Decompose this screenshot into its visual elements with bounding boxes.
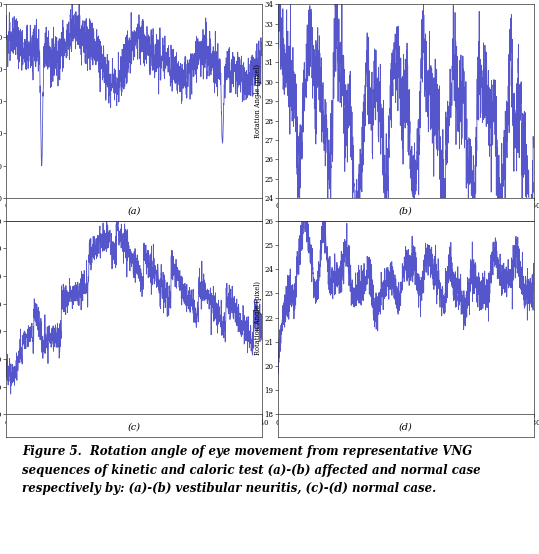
Text: (d): (d) — [399, 423, 412, 432]
X-axis label: Time (s): Time (s) — [390, 428, 421, 436]
Y-axis label: Rotation Angle (pixel): Rotation Angle (pixel) — [254, 64, 262, 138]
X-axis label: Time (s): Time (s) — [390, 212, 421, 219]
Text: (a): (a) — [128, 206, 141, 215]
Y-axis label: Rotation Angle (pixel): Rotation Angle (pixel) — [254, 281, 262, 355]
X-axis label: Time (s): Time (s) — [119, 428, 150, 436]
Text: Figure 5.  Rotation angle of eye movement from representative VNG
sequences of k: Figure 5. Rotation angle of eye movement… — [22, 445, 481, 495]
Text: (c): (c) — [128, 423, 141, 432]
X-axis label: Time (s): Time (s) — [119, 212, 150, 219]
Text: (b): (b) — [399, 206, 412, 215]
